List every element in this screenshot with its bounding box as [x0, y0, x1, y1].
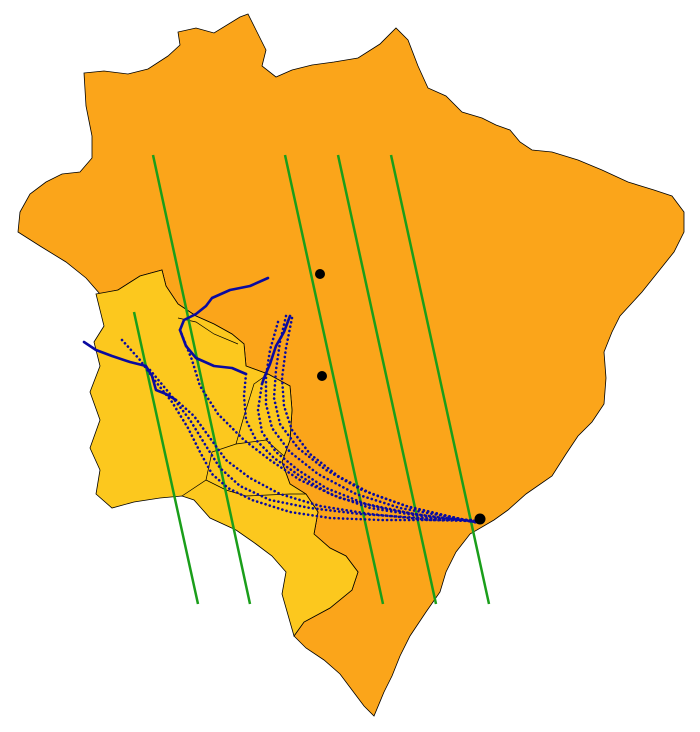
solid-tracks: [82, 276, 292, 402]
dotted-track-6: [256, 382, 478, 524]
dotted-track-2: [148, 368, 474, 522]
dotted-track-5: [242, 372, 478, 524]
dotted-track-9: [280, 316, 481, 525]
dotted-track-3: [174, 398, 476, 523]
green-line-1: [132, 311, 200, 605]
green-line-2: [151, 154, 252, 605]
marker-point-1: [315, 269, 325, 279]
marker-point-3: [474, 513, 486, 525]
solid-track-1: [178, 276, 270, 376]
dotted-track-4: [178, 328, 478, 523]
marker-points: [315, 269, 486, 525]
green-line-3: [283, 154, 385, 605]
green-line-5: [389, 154, 491, 605]
solid-track-3: [260, 314, 292, 386]
green-lines: [132, 154, 491, 605]
marker-point-2: [317, 371, 327, 381]
solid-track-2: [82, 340, 178, 402]
green-line-4: [336, 154, 438, 605]
dotted-track-7: [264, 320, 480, 524]
dotted-track-1: [120, 338, 472, 522]
dotted-tracks: [120, 314, 481, 525]
neighbor-region: [89, 269, 359, 637]
